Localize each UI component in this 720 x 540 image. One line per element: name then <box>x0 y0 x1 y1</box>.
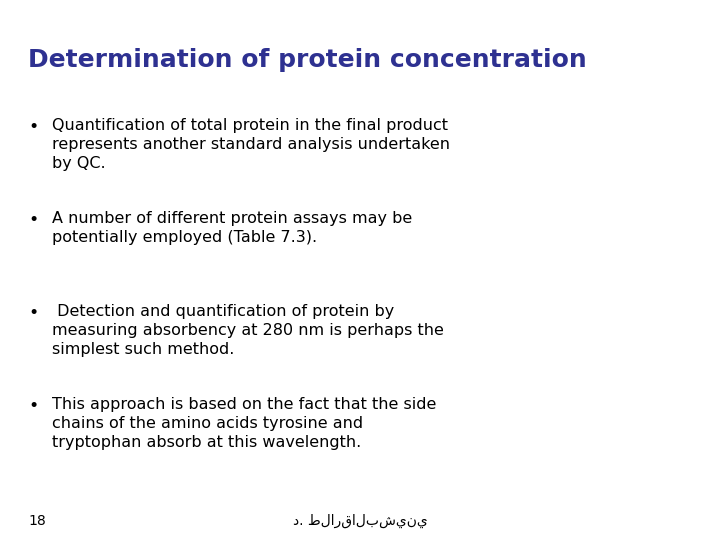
Text: •: • <box>28 304 38 322</box>
Text: A number of different protein assays may be
potentially employed (Table 7.3).: A number of different protein assays may… <box>52 211 413 245</box>
Text: •: • <box>28 397 38 415</box>
Text: د. طلارقالبشيني: د. طلارقالبشيني <box>292 514 428 528</box>
Text: This approach is based on the fact that the side
chains of the amino acids tyros: This approach is based on the fact that … <box>52 397 436 450</box>
Text: 18: 18 <box>28 514 46 528</box>
Text: Detection and quantification of protein by
measuring absorbency at 280 nm is per: Detection and quantification of protein … <box>52 304 444 357</box>
Text: Determination of protein concentration: Determination of protein concentration <box>28 48 587 72</box>
Text: Quantification of total protein in the final product
represents another standard: Quantification of total protein in the f… <box>52 118 450 171</box>
Text: •: • <box>28 211 38 229</box>
Text: •: • <box>28 118 38 136</box>
